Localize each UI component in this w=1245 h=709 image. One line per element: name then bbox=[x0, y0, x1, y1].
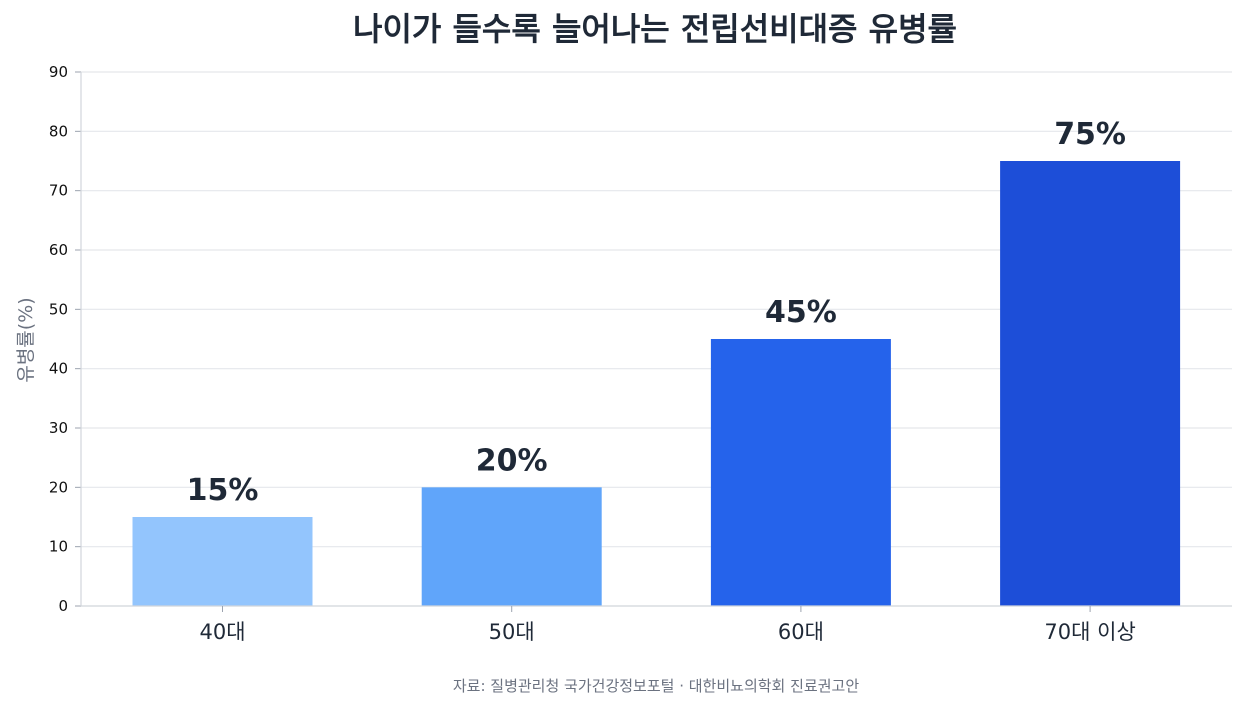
y-tick-label: 60 bbox=[49, 241, 68, 259]
x-tick-label: 40대 bbox=[199, 620, 245, 644]
y-tick-label: 20 bbox=[49, 478, 68, 496]
y-tick-label: 0 bbox=[58, 597, 68, 615]
bar-4 bbox=[1000, 161, 1181, 606]
y-tick-label: 80 bbox=[49, 122, 68, 140]
x-tick-labels: 40대 50대 60대 70대 이상 bbox=[199, 620, 1135, 644]
data-label: 45% bbox=[765, 295, 837, 330]
data-label: 15% bbox=[187, 473, 259, 508]
source-note: 자료: 질병관리청 국가건강정보포털 · 대한비뇨의학회 진료권고안 bbox=[453, 677, 859, 695]
data-label: 20% bbox=[476, 443, 548, 478]
y-axis-label: 유병률(%) bbox=[15, 297, 37, 382]
x-tick-label: 70대 이상 bbox=[1044, 620, 1135, 644]
x-tick-label: 60대 bbox=[778, 620, 824, 644]
axes bbox=[75, 71, 1232, 612]
y-tick-label: 10 bbox=[49, 538, 68, 556]
y-tick-labels: 0 10 20 30 40 50 60 70 80 90 bbox=[49, 63, 68, 615]
bar-1 bbox=[132, 517, 313, 606]
bar-3 bbox=[710, 339, 891, 606]
chart-title: 나이가 들수록 늘어나는 전립선비대증 유병률 bbox=[353, 10, 957, 48]
bars bbox=[132, 161, 1181, 606]
data-labels: 15% 20% 45% 75% bbox=[187, 117, 1126, 508]
y-tick-label: 50 bbox=[49, 300, 68, 318]
y-tick-label: 30 bbox=[49, 419, 68, 437]
x-tick-label: 50대 bbox=[489, 620, 535, 644]
y-tick-label: 70 bbox=[49, 182, 68, 200]
data-label: 75% bbox=[1054, 117, 1126, 152]
y-tick-label: 90 bbox=[49, 63, 68, 81]
bar-2 bbox=[421, 487, 602, 606]
y-tick-label: 40 bbox=[49, 360, 68, 378]
gridlines bbox=[81, 71, 1232, 548]
